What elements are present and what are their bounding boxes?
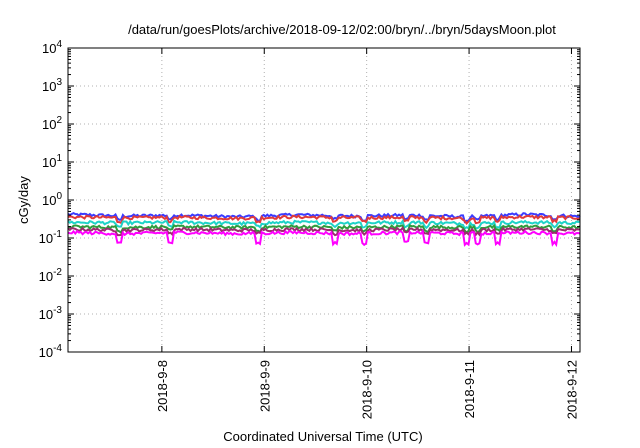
series-line <box>67 228 581 248</box>
y-axis: 10-4 10-3 10-2 10-1 100 101 102 103 104 <box>39 39 580 360</box>
x-tick-label: 2018-9-8 <box>155 360 170 412</box>
y-tick-label: 104 <box>42 39 62 56</box>
y-axis-label: cGy/day <box>16 176 31 224</box>
grid <box>68 48 580 352</box>
y-tick-label: 10-3 <box>39 305 63 322</box>
series-group <box>67 211 581 248</box>
y-tick-label: 100 <box>42 191 62 208</box>
x-axis-label: Coordinated Universal Time (UTC) <box>223 429 422 444</box>
y-tick-label: 10-4 <box>39 343 63 360</box>
chart-title: /data/run/goesPlots/archive/2018-09-12/0… <box>128 22 556 37</box>
series-line <box>67 226 581 237</box>
y-tick-label: 103 <box>42 77 62 94</box>
x-tick-label: 2018-9-12 <box>564 360 579 419</box>
series-line <box>67 218 581 230</box>
series-line <box>67 223 581 234</box>
x-tick-label: 2018-9-10 <box>360 360 375 419</box>
y-tick-label: 101 <box>42 153 62 170</box>
x-axis: 2018-9-8 2018-9-9 2018-9-10 2018-9-11 2018-9… <box>155 48 579 419</box>
x-tick-label: 2018-9-11 <box>462 360 477 418</box>
y-tick-label: 10-2 <box>39 267 63 284</box>
y-tick-label: 10-1 <box>39 229 63 246</box>
y-tick-label: 102 <box>42 115 62 132</box>
series-line <box>67 214 581 226</box>
x-tick-label: 2018-9-9 <box>257 360 272 412</box>
